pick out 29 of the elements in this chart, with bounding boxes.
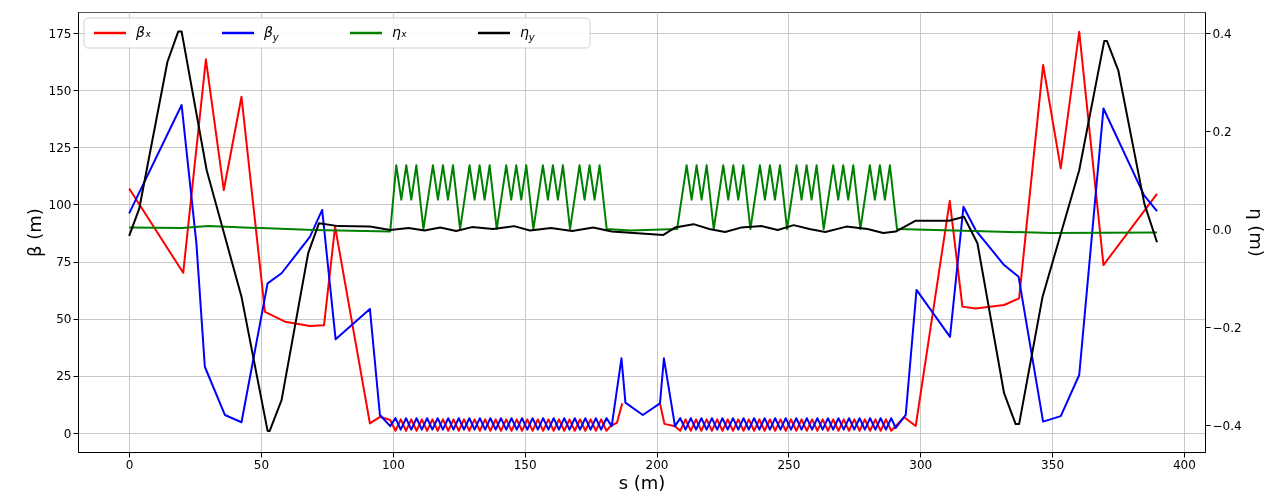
y-tick-label: 25 [56,369,72,384]
y-tick-label: 175 [48,26,72,41]
x-tick-label: 50 [253,457,270,472]
y2-tick-label: 0.2 [1212,124,1232,139]
line-series [128,164,1159,234]
y2-tick-label: −0.4 [1212,418,1242,433]
y2-tick-label: 0.0 [1212,222,1232,237]
y-tick-label: 150 [48,83,72,98]
y-tick-label: 50 [56,312,72,327]
x-tick-label: 200 [645,457,669,472]
x-tick-label: 0 [125,457,134,472]
y2-tick-label: 0.4 [1212,26,1232,41]
y2-tick-label: −0.2 [1212,320,1242,335]
x-tick-label: 300 [909,457,933,472]
y2-axis-title: η (m) [1245,208,1267,257]
x-tick-label: 250 [777,457,801,472]
y-tick-label: 125 [48,140,72,155]
legend-label: βₓ [135,24,152,40]
x-tick-label: 150 [513,457,537,472]
y-tick-label: 0 [63,426,72,441]
y-tick-label: 75 [56,255,72,270]
line-series [128,104,1159,431]
x-axis-title: s (m) [618,471,666,493]
legend-label: ηₓ [392,24,408,40]
x-tick-label: 400 [1172,457,1196,472]
x-tick-label: 100 [381,457,405,472]
x-tick-label: 350 [1041,457,1065,472]
y-axis-title: β (m) [23,208,45,257]
y-tick-label: 100 [48,197,72,212]
